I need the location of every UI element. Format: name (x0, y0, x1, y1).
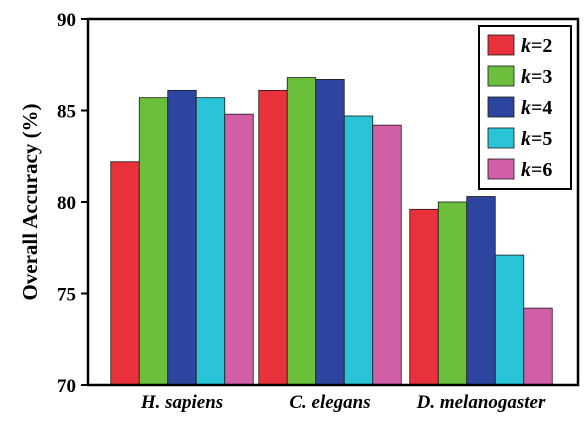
bar-k=4-celegans (315, 78, 345, 386)
legend-label-var: k (521, 97, 531, 119)
bar-k=5-hsapiens (195, 97, 226, 386)
y-axis-ticks: 70 75 80 85 90 (57, 10, 88, 397)
bar-k=6-hsapiens (224, 113, 254, 386)
bar-k=3-celegans (286, 77, 317, 386)
legend-label: k=6 (521, 159, 552, 181)
legend-label: k=3 (521, 66, 552, 88)
bar-k=5-dmelanogaster (494, 254, 525, 386)
y-tick-label: 85 (57, 102, 76, 123)
bar-k=3-dmelanogaster (437, 201, 468, 386)
legend-label-var: k (521, 159, 531, 181)
x-category-label: C. elegans (289, 392, 370, 413)
bar-k=6-dmelanogaster (523, 307, 553, 386)
legend-label-val: =5 (531, 128, 552, 150)
bar-k=3-hsapiens (138, 97, 169, 386)
legend-label-val: =2 (531, 35, 552, 57)
legend-swatch (487, 34, 515, 56)
bar-k=2-dmelanogaster (409, 208, 439, 386)
bar-k=4-dmelanogaster (466, 196, 496, 386)
legend-swatch (487, 158, 515, 180)
legend-label-var: k (521, 66, 531, 88)
bar-k=2-celegans (258, 89, 288, 386)
legend-label-val: =3 (531, 66, 552, 88)
y-tick-label: 70 (57, 376, 76, 397)
y-tick-label: 90 (57, 10, 76, 31)
legend-label: k=5 (521, 128, 552, 150)
legend-swatch (487, 96, 515, 118)
legend-label-val: =6 (531, 159, 552, 181)
legend-label-val: =4 (531, 97, 552, 119)
y-tick-label: 75 (57, 285, 76, 306)
bars-layer (110, 77, 553, 386)
x-category-label: H. sapiens (140, 392, 223, 413)
bar-k=5-celegans (343, 115, 374, 386)
y-tick-label: 80 (57, 193, 76, 214)
y-axis-label: Overall Accuracy (%) (18, 103, 42, 300)
bar-k=6-celegans (372, 124, 402, 386)
legend-label-var: k (521, 128, 531, 150)
x-axis-category-labels: H. sapiens C. elegans D. melanogaster (140, 392, 546, 413)
legend-swatch (487, 127, 515, 149)
bar-k=2-hsapiens (110, 161, 140, 386)
legend-label: k=2 (521, 35, 552, 57)
legend-label: k=4 (521, 97, 552, 119)
x-category-label: D. melanogaster (416, 392, 546, 413)
legend-swatch (487, 65, 515, 87)
legend-label-var: k (521, 35, 531, 57)
legend: k=2k=3k=4k=5k=6 (478, 25, 572, 190)
bar-k=4-hsapiens (167, 89, 197, 386)
